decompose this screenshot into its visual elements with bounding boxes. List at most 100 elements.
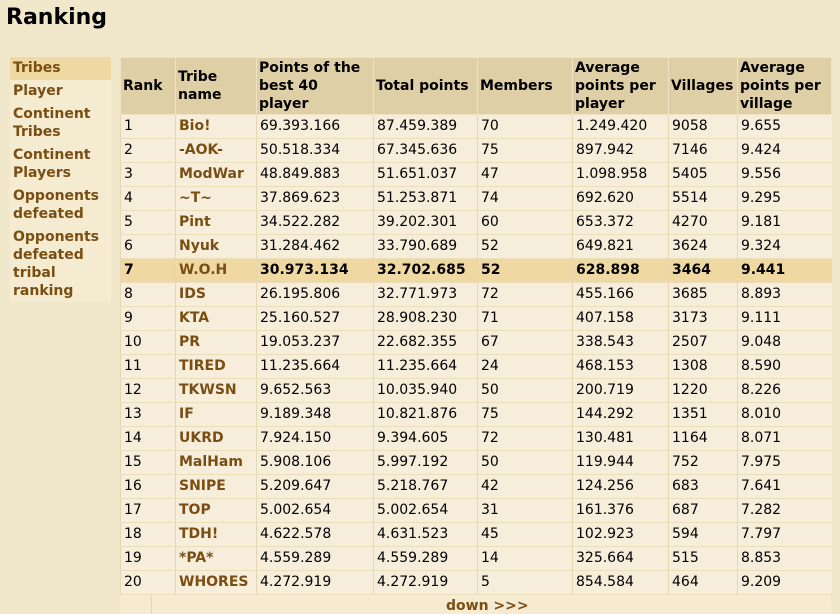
- villages-cell: 5405: [668, 162, 738, 187]
- points-best-40-cell: 5.209.647: [256, 474, 374, 499]
- points-best-40-cell: 30.973.134: [256, 258, 374, 283]
- sidebar-item-player[interactable]: Player: [13, 83, 63, 99]
- tribe-name-cell: TOP: [175, 498, 257, 523]
- tribe-link[interactable]: Nyuk: [179, 238, 220, 254]
- average-points-per-player-cell: 161.376: [572, 498, 669, 523]
- tribe-link[interactable]: IF: [179, 406, 194, 422]
- members-cell: 47: [477, 162, 573, 187]
- table-row: 5 Pint 34.522.282 39.202.301 60 653.372 4270 9.…: [120, 210, 832, 235]
- table-row: 10 PR 19.053.237 22.682.355 67 338.543 2507 9.0…: [120, 330, 832, 355]
- sidebar-item-tribes[interactable]: Tribes: [10, 57, 111, 80]
- average-points-per-village-cell: 9.181: [737, 210, 832, 235]
- points-best-40-cell: 50.518.334: [256, 138, 374, 163]
- header-average-points-per-player: Average points per player: [572, 57, 669, 115]
- members-cell: 14: [477, 546, 573, 571]
- rank-cell: 4: [120, 186, 176, 211]
- members-cell: 70: [477, 114, 573, 139]
- tribe-name-cell: IDS: [175, 282, 257, 307]
- table-row: 19 *PA* 4.559.289 4.559.289 14 325.664 515 8.85…: [120, 546, 832, 571]
- average-points-per-player-cell: 468.153: [572, 354, 669, 379]
- average-points-per-player-cell: 692.620: [572, 186, 669, 211]
- page-title: Ranking: [6, 5, 108, 30]
- tribe-link[interactable]: TIRED: [179, 358, 226, 374]
- members-cell: 31: [477, 498, 573, 523]
- table-row: 12 TKWSN 9.652.563 10.035.940 50 200.719 1220 8…: [120, 378, 832, 403]
- tribe-link[interactable]: PR: [179, 334, 201, 350]
- members-cell: 74: [477, 186, 573, 211]
- members-cell: 24: [477, 354, 573, 379]
- members-cell: 60: [477, 210, 573, 235]
- table-row: 2 -AOK- 50.518.334 67.345.636 75 897.942 7146 9…: [120, 138, 832, 163]
- average-points-per-village-cell: 8.853: [737, 546, 832, 571]
- tribe-link[interactable]: UKRD: [179, 430, 224, 446]
- tribe-link[interactable]: WHORES: [179, 574, 249, 590]
- villages-cell: 3173: [668, 306, 738, 331]
- sidebar-item-opponents-defeated[interactable]: Opponents defeated: [13, 188, 100, 222]
- next-page-link[interactable]: down >>>: [446, 598, 529, 614]
- average-points-per-player-cell: 130.481: [572, 426, 669, 451]
- members-cell: 50: [477, 450, 573, 475]
- rank-cell: 1: [120, 114, 176, 139]
- header-members: Members: [477, 57, 573, 115]
- table-row: 15 MalHam 5.908.106 5.997.192 50 119.944 752 7.…: [120, 450, 832, 475]
- members-cell: 72: [477, 426, 573, 451]
- average-points-per-player-cell: 119.944: [572, 450, 669, 475]
- sidebar-item-opponents-defeated-tribal-ranking[interactable]: Opponents defeated tribal ranking: [13, 229, 100, 299]
- header-average-points-per-village: Average points per village: [737, 57, 832, 115]
- tribe-name-cell: UKRD: [175, 426, 257, 451]
- average-points-per-player-cell: 102.923: [572, 522, 669, 547]
- total-points-cell: 67.345.636: [373, 138, 478, 163]
- tribe-link[interactable]: IDS: [179, 286, 206, 302]
- tribe-link[interactable]: TOP: [179, 502, 211, 518]
- tribe-link[interactable]: -AOK-: [179, 142, 223, 158]
- points-best-40-cell: 4.559.289: [256, 546, 374, 571]
- average-points-per-player-cell: 144.292: [572, 402, 669, 427]
- rank-cell: 19: [120, 546, 176, 571]
- tribe-link[interactable]: TKWSN: [179, 382, 237, 398]
- tribe-name-cell: ~T~: [175, 186, 257, 211]
- villages-cell: 464: [668, 570, 738, 595]
- sidebar-item-continent-players[interactable]: Continent Players: [13, 147, 91, 181]
- tribe-link[interactable]: KTA: [179, 310, 210, 326]
- sidebar-item-continent-tribes[interactable]: Continent Tribes: [13, 106, 91, 140]
- rank-cell: 18: [120, 522, 176, 547]
- tribe-link[interactable]: W.O.H: [179, 262, 228, 278]
- tribe-link[interactable]: SNIPE: [179, 478, 226, 494]
- ranking-table-body: 1 Bio! 69.393.166 87.459.389 70 1.249.420 9058…: [120, 114, 832, 595]
- members-cell: 42: [477, 474, 573, 499]
- points-best-40-cell: 31.284.462: [256, 234, 374, 259]
- table-row: 8 IDS 26.195.806 32.771.973 72 455.166 3685 8.8…: [120, 282, 832, 307]
- tribe-name-cell: KTA: [175, 306, 257, 331]
- pagination-bar: down >>>: [120, 595, 831, 614]
- tribe-link[interactable]: ~T~: [179, 190, 213, 206]
- total-points-cell: 10.821.876: [373, 402, 478, 427]
- rank-cell: 2: [120, 138, 176, 163]
- average-points-per-player-cell: 455.166: [572, 282, 669, 307]
- table-row: 18 TDH! 4.622.578 4.631.523 45 102.923 594 7.79…: [120, 522, 832, 547]
- tribe-name-cell: ModWar: [175, 162, 257, 187]
- total-points-cell: 39.202.301: [373, 210, 478, 235]
- rank-cell: 14: [120, 426, 176, 451]
- average-points-per-player-cell: 325.664: [572, 546, 669, 571]
- table-row: 13 IF 9.189.348 10.821.876 75 144.292 1351 8.01…: [120, 402, 832, 427]
- average-points-per-village-cell: 9.655: [737, 114, 832, 139]
- rank-cell: 12: [120, 378, 176, 403]
- tribe-link[interactable]: ModWar: [179, 166, 244, 182]
- total-points-cell: 22.682.355: [373, 330, 478, 355]
- tribe-link[interactable]: MalHam: [179, 454, 243, 470]
- tribe-link[interactable]: *PA*: [179, 550, 214, 566]
- tribe-name-cell: Pint: [175, 210, 257, 235]
- points-best-40-cell: 11.235.664: [256, 354, 374, 379]
- tribe-link[interactable]: TDH!: [179, 526, 219, 542]
- tribe-link[interactable]: Bio!: [179, 118, 211, 134]
- total-points-cell: 51.651.037: [373, 162, 478, 187]
- average-points-per-village-cell: 9.295: [737, 186, 832, 211]
- villages-cell: 687: [668, 498, 738, 523]
- members-cell: 75: [477, 402, 573, 427]
- average-points-per-player-cell: 200.719: [572, 378, 669, 403]
- points-best-40-cell: 4.622.578: [256, 522, 374, 547]
- members-cell: 5: [477, 570, 573, 595]
- tribe-name-cell: WHORES: [175, 570, 257, 595]
- tribe-link[interactable]: Pint: [179, 214, 211, 230]
- villages-cell: 3624: [668, 234, 738, 259]
